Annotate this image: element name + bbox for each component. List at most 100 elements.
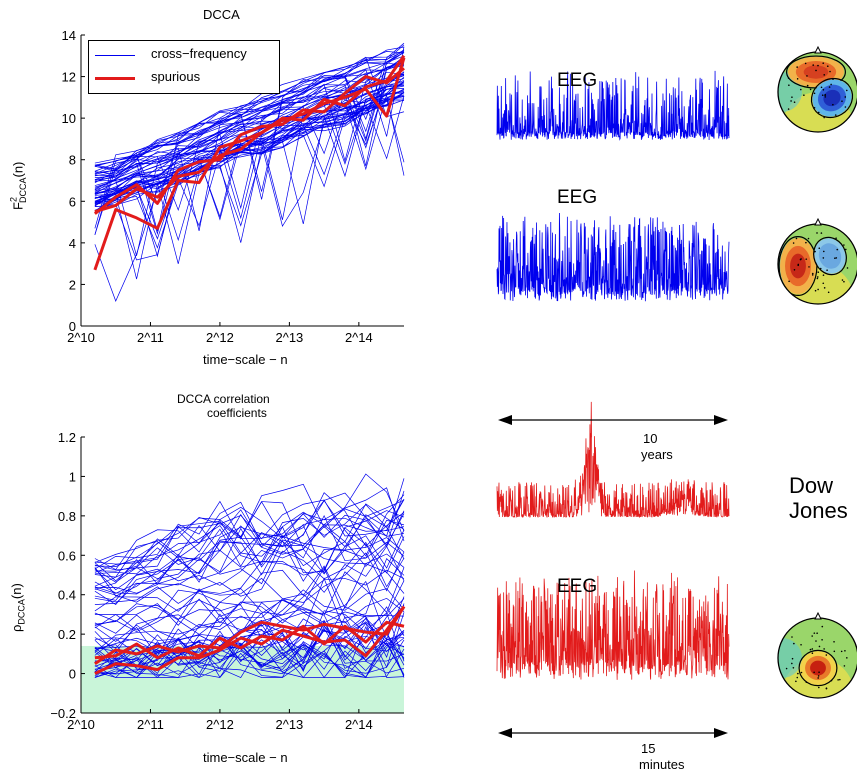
cross-frequency-line [94,59,405,181]
topomap-1 [777,45,857,133]
x-tick-label: 2^13 [275,330,303,345]
y-tick-label: 0.8 [58,509,76,524]
arrow-head-right [714,728,728,738]
y-tick-label: 1 [69,469,76,484]
signal-trace [496,570,730,680]
cross-frequency-line [94,490,405,582]
cross-frequency-line [94,551,405,612]
y-tick-label: 4 [69,236,76,251]
cross-frequency-line [94,494,405,591]
chart-2-y-label: ρDCCA(n) [9,583,27,632]
signal-1 [496,70,730,141]
cross-frequency-line [94,92,405,203]
signal-4-label: EEG [557,576,598,597]
years-double-arrow [498,415,728,425]
y-tick-label: 14 [62,28,76,43]
cross-frequency-line [94,569,405,631]
cross-frequency-line [94,603,405,658]
chart-1-legend: cross−frequency spurious [88,40,280,94]
cross-frequency-line [94,628,405,667]
x-tick-label: 2^11 [137,330,164,345]
cross-frequency-line [94,626,405,674]
cross-frequency-line [94,529,405,601]
signal-4 [496,570,730,680]
cross-frequency-line [94,98,405,264]
significance-band [81,645,404,713]
arrow-head-left [498,728,512,738]
y-tick-label: 0 [69,319,76,334]
cross-frequency-line [94,492,405,573]
cross-frequency-line [94,557,405,626]
chart-2-marks: −0.2 0 0.2 0.4 0.6 0.8 1 1.2 2^10 2^11 2^12 2^13 2^1… [50,430,406,732]
chart-1-x-label: time−scale − n [203,352,288,367]
cross-frequency-line [94,514,405,587]
spurious-line [94,620,405,660]
x-tick-label: 2^13 [275,717,303,732]
topomap-fields [778,232,854,304]
cross-frequency-line [94,563,405,622]
cross-frequency-line [94,62,405,184]
x-tick-label: 2^10 [67,717,95,732]
cross-frequency-line [94,511,405,572]
y-tick-label: 8 [69,153,76,168]
cross-frequency-line [94,44,405,175]
arrow-head-right [714,415,728,425]
topomap-2 [777,217,857,305]
legend-line-cross-frequency [95,55,135,56]
cross-frequency-line [94,510,405,594]
cross-frequency-line [94,65,405,235]
y-tick-label: 0.6 [58,548,76,563]
dow-jones-line2: Jones [789,498,848,523]
cross-frequency-line [94,631,405,679]
spurious-line [94,54,406,214]
cross-frequency-line [94,503,405,567]
y-tick-label: 2 [69,277,76,292]
chart-2-x-label: time−scale − n [203,750,288,765]
cross-frequency-line [94,492,405,571]
topomap-fields [778,55,854,132]
y-tick-label: −0.2 [50,706,76,721]
topomap-3 [777,611,857,699]
signal-1-label: EEG [557,70,598,91]
cross-frequency-line [94,605,405,668]
cross-frequency-line [94,56,405,231]
cross-frequency-line [94,71,405,220]
cross-frequency-line [94,73,405,210]
cross-frequency-line [94,527,405,606]
cross-frequency-line [94,63,405,178]
chart-1-title: DCCA [203,7,240,22]
y-tick-label: 0 [69,667,76,682]
chart-2-title-line1: DCCA correlation [177,392,270,406]
chart-2-title-line2: coefficients [207,406,267,420]
chart-2-y-label-sub: DCCA [16,599,27,625]
minutes-double-arrow [498,728,728,738]
x-tick-label: 2^11 [137,717,164,732]
legend-label-cross-frequency: cross−frequency [151,46,247,61]
signal-trace [496,401,730,519]
topomap-nose [814,45,822,54]
years-unit: years [641,447,673,462]
cross-frequency-line [94,588,405,642]
dow-jones-line1: Dow [789,473,834,498]
x-tick-label: 2^14 [345,717,373,732]
chart-1-y-label-tail: (n) [10,161,26,178]
chart-1-y-label-sup: 2 [9,197,19,203]
signal-2 [496,213,730,302]
minutes-unit: minutes [639,757,685,772]
chart-1-y-label-main: F [10,202,26,210]
cross-frequency-line [94,627,405,674]
chart-1-y-label: F2DCCA(n) [9,162,28,210]
cross-frequency-line [94,49,405,167]
signal-trace [496,70,730,141]
y-tick-label: 0.2 [58,627,76,642]
cross-frequency-line [94,514,405,594]
x-tick-label: 2^12 [206,330,234,345]
cross-frequency-line [94,630,405,679]
legend-line-spurious [95,77,135,80]
cross-frequency-line [94,81,405,199]
cross-frequency-line [94,620,405,672]
signal-2-label: EEG [557,187,598,208]
cross-frequency-line [94,545,405,604]
topomap-fields [778,625,854,698]
